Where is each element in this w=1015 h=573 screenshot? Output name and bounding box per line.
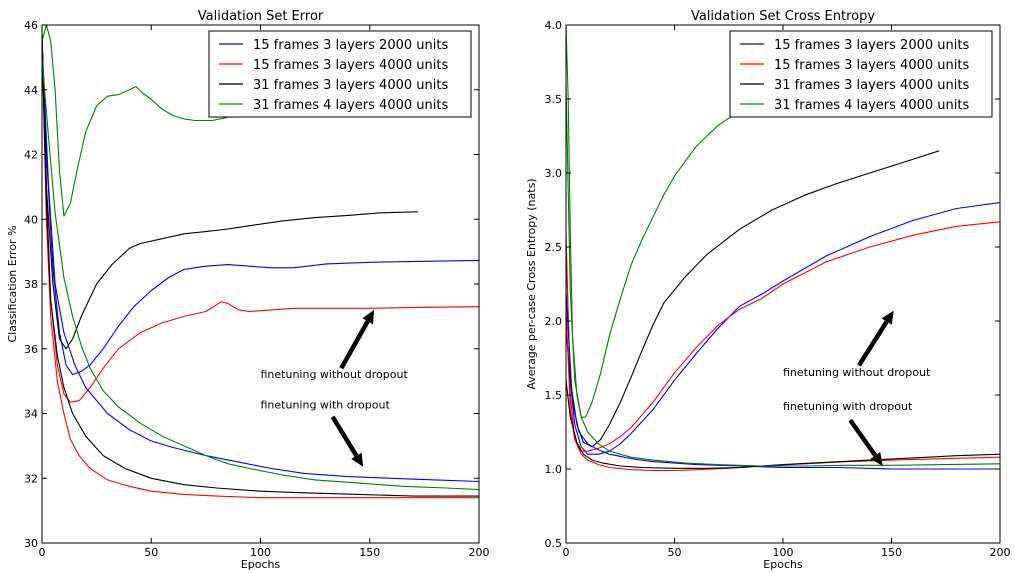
series-line-1 <box>42 41 479 376</box>
y-tick-label: 32 <box>24 472 38 485</box>
y-tick-label: 36 <box>24 343 38 356</box>
x-tick-label: 50 <box>668 546 682 559</box>
legend: 15 frames 3 layers 2000 units 15 frames 3… <box>208 30 472 118</box>
y-tick-label: 44 <box>24 84 38 97</box>
annotation-text: finetuning without dropout <box>261 368 409 381</box>
y-tick-label: 30 <box>24 537 38 550</box>
legend-label: 15 frames 3 layers 4000 units <box>253 58 448 73</box>
legend-label: 15 frames 3 layers 2000 units <box>774 38 969 53</box>
legend-box <box>208 30 472 118</box>
y-tick-label: 4.0 <box>545 19 563 32</box>
y-tick-label: 46 <box>24 19 38 32</box>
arrow-head <box>351 452 364 467</box>
series-line-6 <box>42 41 479 499</box>
x-tick-label: 0 <box>39 546 46 559</box>
series-line-1 <box>566 202 1000 455</box>
series-line-3 <box>566 150 940 448</box>
series-line-8 <box>42 57 479 491</box>
series-line-4 <box>42 25 228 217</box>
legend-label: 31 frames 3 layers 4000 units <box>774 78 969 93</box>
y-tick-label: 1.0 <box>545 463 563 476</box>
x-tick-label: 100 <box>773 546 794 559</box>
series-line-2 <box>42 41 479 403</box>
legend-label: 31 frames 4 layers 4000 units <box>253 98 448 113</box>
y-axis-label: Classification Error % <box>6 225 19 342</box>
y-tick-label: 40 <box>24 213 38 226</box>
y-tick-label: 1.5 <box>545 389 563 402</box>
x-tick-label: 50 <box>144 546 158 559</box>
annotation-text: finetuning without dropout <box>783 366 931 379</box>
y-tick-label: 42 <box>24 149 38 162</box>
chart-1: 0 50 100 150 200 30 32 34 36 38 40 42 44 46 Validation… <box>6 9 490 571</box>
x-tick-label: 100 <box>250 546 271 559</box>
legend-label: 31 frames 3 layers 4000 units <box>253 78 448 93</box>
legend-label: 15 frames 3 layers 4000 units <box>774 58 969 73</box>
annotation-text: finetuning with dropout <box>261 399 391 412</box>
y-tick-label: 3.0 <box>545 167 563 180</box>
plot-lines <box>42 25 479 499</box>
chart-2: 0 50 100 150 200 0.5 1.0 1.5 2.0 2.5 3.0 3.5 4.0 Vali… <box>525 9 1011 571</box>
x-tick-label: 200 <box>990 546 1011 559</box>
x-tick-label: 200 <box>469 546 490 559</box>
x-axis-label: Epochs <box>763 558 803 571</box>
series-line-4 <box>566 25 751 418</box>
legend: 15 frames 3 layers 2000 units 15 frames 3… <box>729 30 993 118</box>
y-tick-label: 2.0 <box>545 315 563 328</box>
arrow-shaft <box>330 415 359 457</box>
series-line-5 <box>42 41 479 483</box>
arrow-head <box>870 452 883 466</box>
series-line-3 <box>42 31 418 350</box>
legend-label: 15 frames 3 layers 2000 units <box>253 38 448 53</box>
y-axis-label: Average per-case Cross Entropy (nats) <box>525 178 538 389</box>
y-tick-label: 38 <box>24 278 38 291</box>
x-tick-label: 150 <box>881 546 902 559</box>
series-line-5 <box>566 291 1000 470</box>
series-line-6 <box>566 306 1000 472</box>
series-line-7 <box>566 380 1000 469</box>
arrow-shaft <box>857 320 889 367</box>
y-tick-label: 2.5 <box>545 241 563 254</box>
series-line-8 <box>566 84 1000 467</box>
arrow-shaft <box>848 418 878 457</box>
arrow-shaft <box>339 320 370 370</box>
arrow-head <box>362 309 375 325</box>
legend-label: 31 frames 4 layers 4000 units <box>774 98 969 113</box>
y-tick-label: 3.5 <box>545 93 563 106</box>
arrow-head <box>881 310 894 325</box>
plot-lines <box>566 25 1000 472</box>
x-tick-label: 0 <box>563 546 570 559</box>
y-tick-label: 34 <box>24 408 38 421</box>
x-tick-label: 150 <box>359 546 380 559</box>
series-line-2 <box>566 221 1000 452</box>
y-tick-label: 0.5 <box>545 537 563 550</box>
x-axis-label: Epochs <box>241 558 281 571</box>
series-line-7 <box>42 41 479 497</box>
annotation-text: finetuning with dropout <box>783 400 913 413</box>
legend-box <box>729 30 993 118</box>
chart-title: Validation Set Cross Entropy <box>691 9 875 24</box>
chart-title: Validation Set Error <box>198 9 324 24</box>
